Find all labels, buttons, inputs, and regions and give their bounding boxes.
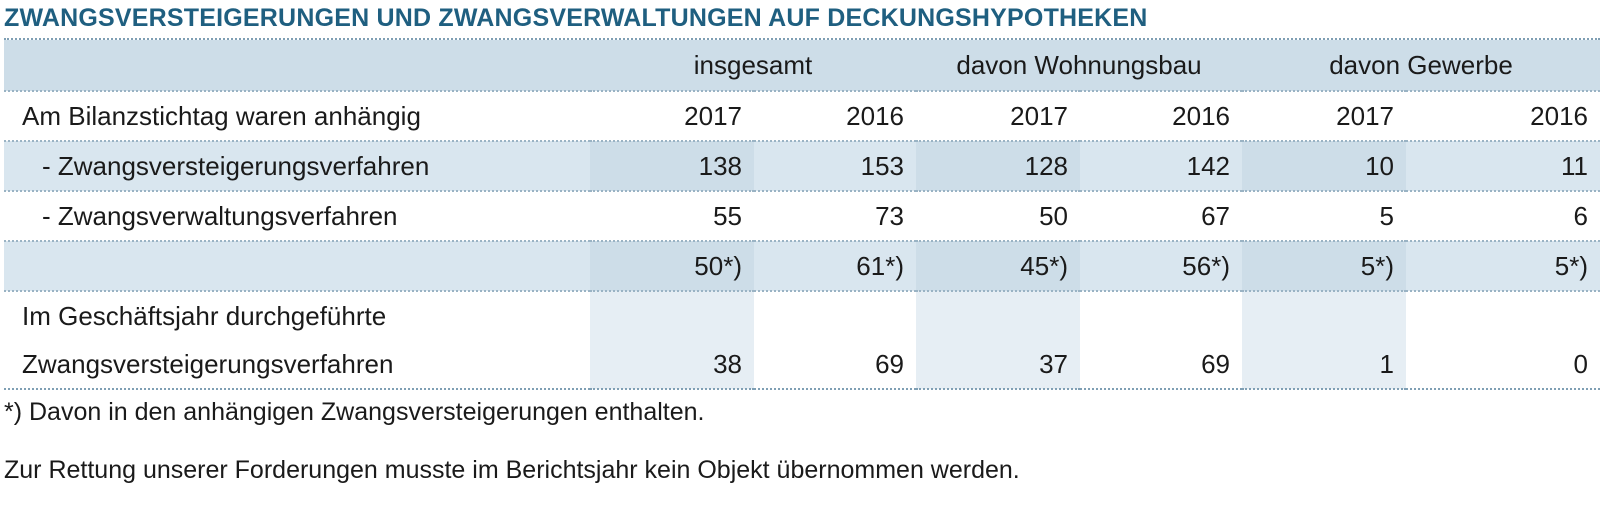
row-label-line: Im Geschäftsjahr durchgeführte bbox=[22, 301, 387, 331]
table-cell: 10 bbox=[1242, 141, 1406, 192]
table-cell: 6 bbox=[1406, 191, 1600, 242]
table-cell: 56*) bbox=[1080, 241, 1242, 292]
header-group-gewerbe: davon Gewerbe bbox=[1242, 40, 1600, 92]
row-label: Am Bilanzstichtag waren anhängig bbox=[4, 91, 590, 142]
table-header-row: insgesamt davon Wohnungsbau davon Gewerb… bbox=[4, 40, 1600, 92]
table-cell: 61*) bbox=[754, 241, 916, 292]
row-label-line: Zwangsversteigerungsverfahren bbox=[22, 349, 394, 379]
header-group-insgesamt: insgesamt bbox=[590, 40, 916, 92]
table-cell: 50*) bbox=[590, 241, 754, 292]
table-cell: 0 bbox=[1406, 291, 1600, 390]
table-row: Am Bilanzstichtag waren anhängig 2017 20… bbox=[4, 91, 1600, 142]
table-cell: 5*) bbox=[1242, 241, 1406, 292]
table-row: - Zwangsverwaltungsverfahren 55 73 50 67… bbox=[4, 191, 1600, 242]
note-text: Zur Rettung unserer Forderungen musste i… bbox=[4, 456, 1020, 484]
table-cell: 2016 bbox=[754, 91, 916, 142]
table-cell: 2016 bbox=[1080, 91, 1242, 142]
table-cell: 67 bbox=[1080, 191, 1242, 242]
table-cell: 55 bbox=[590, 191, 754, 242]
row-label: - Zwangsversteigerungsverfahren bbox=[4, 141, 590, 192]
table-row: Im Geschäftsjahr durchgeführte Zwangsver… bbox=[4, 291, 1600, 390]
row-label: - Zwangsverwaltungsverfahren bbox=[4, 191, 590, 242]
footnote: *) Davon in den anhängigen Zwangsverstei… bbox=[4, 398, 705, 426]
header-empty-cell bbox=[4, 40, 590, 92]
header-group-wohnungsbau: davon Wohnungsbau bbox=[916, 40, 1242, 92]
table-cell: 138 bbox=[590, 141, 754, 192]
table-cell: 38 bbox=[590, 291, 754, 390]
table-cell: 45*) bbox=[916, 241, 1080, 292]
page-title: ZWANGSVERSTEIGERUNGEN UND ZWANGSVERWALTU… bbox=[4, 4, 1148, 32]
table-cell: 69 bbox=[754, 291, 916, 390]
table-cell: 50 bbox=[916, 191, 1080, 242]
table-cell: 5 bbox=[1242, 191, 1406, 242]
table-cell: 2017 bbox=[916, 91, 1080, 142]
table-cell: 11 bbox=[1406, 141, 1600, 192]
table-cell: 153 bbox=[754, 141, 916, 192]
table-cell: 5*) bbox=[1406, 241, 1600, 292]
table-row: 50*) 61*) 45*) 56*) 5*) 5*) bbox=[4, 241, 1600, 292]
table-cell: 2016 bbox=[1406, 91, 1600, 142]
table-cell: 142 bbox=[1080, 141, 1242, 192]
table-cell: 128 bbox=[916, 141, 1080, 192]
table-row: - Zwangsversteigerungsverfahren 138 153 … bbox=[4, 141, 1600, 192]
table-cell: 2017 bbox=[1242, 91, 1406, 142]
table-cell: 73 bbox=[754, 191, 916, 242]
table-cell: 1 bbox=[1242, 291, 1406, 390]
table-cell: 2017 bbox=[590, 91, 754, 142]
data-table: insgesamt davon Wohnungsbau davon Gewerb… bbox=[4, 38, 1600, 390]
row-label: Im Geschäftsjahr durchgeführte Zwangsver… bbox=[4, 291, 590, 390]
table-cell: 69 bbox=[1080, 291, 1242, 390]
table-cell: 37 bbox=[916, 291, 1080, 390]
row-label bbox=[4, 241, 590, 292]
